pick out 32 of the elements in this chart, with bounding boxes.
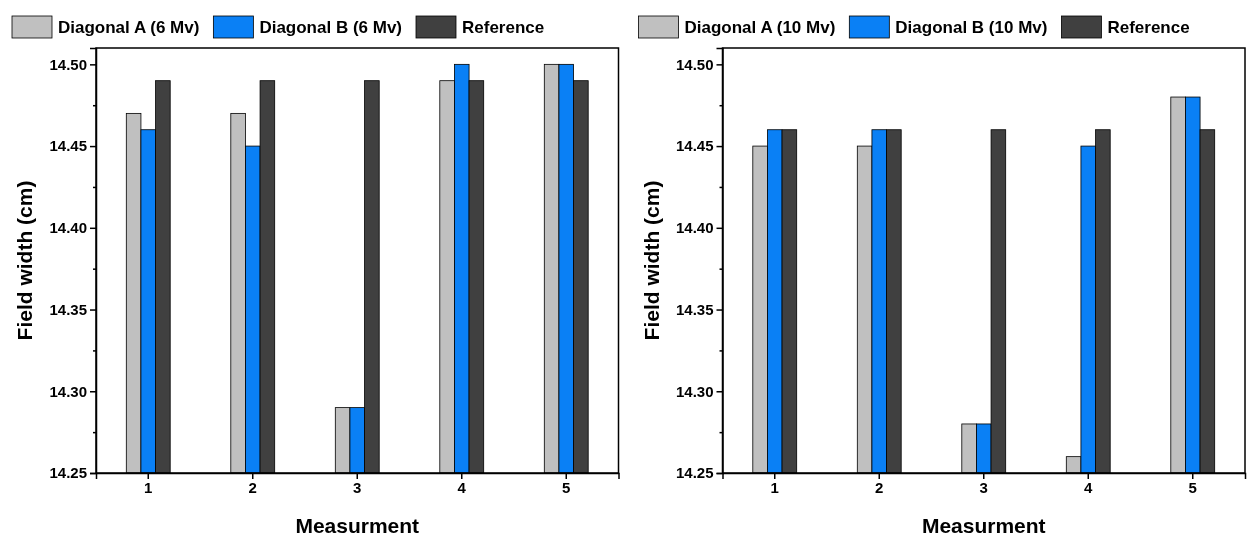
x-tick-label: 4 (457, 478, 467, 496)
y-tick-label: 14.45 (49, 137, 87, 155)
x-tick-label: 5 (562, 478, 571, 496)
x-axis-title: Measurment (295, 514, 420, 537)
x-tick-label: 3 (979, 478, 988, 496)
y-tick-label: 14.35 (675, 300, 714, 318)
y-tick-label: 14.50 (675, 55, 714, 73)
x-tick-label: 3 (353, 478, 362, 496)
legend-label: Diagonal B (10 Mv) (895, 18, 1048, 37)
x-tick-label: 1 (770, 478, 779, 496)
y-tick-label: 14.50 (49, 55, 87, 73)
y-tick-label: 14.40 (49, 219, 87, 237)
x-axis-title: Measurment (921, 514, 1046, 537)
x-tick-label: 1 (144, 478, 153, 496)
y-tick-label: 14.45 (675, 137, 714, 155)
x-tick-label: 2 (875, 478, 884, 496)
x-tick-label: 2 (248, 478, 257, 496)
legend-label: Diagonal A (6 Mv) (58, 18, 200, 37)
y-tick-label: 14.40 (675, 219, 714, 237)
y-axis-title: Field width (cm) (639, 180, 663, 341)
y-tick-label: 14.25 (675, 464, 714, 482)
x-tick-label: 5 (1188, 478, 1197, 496)
legend-label: Reference (462, 18, 545, 37)
y-tick-label: 14.30 (675, 382, 714, 400)
legend-label: Reference (1107, 18, 1190, 37)
y-axis-title: Field width (cm) (13, 180, 36, 341)
x-tick-label: 4 (1084, 478, 1094, 496)
y-tick-label: 14.25 (49, 464, 87, 482)
y-tick-label: 14.35 (49, 300, 87, 318)
legend-label: Diagonal A (10 Mv) (684, 18, 836, 37)
legend-label: Diagonal B (6 Mv) (259, 18, 402, 37)
y-tick-label: 14.30 (49, 382, 87, 400)
